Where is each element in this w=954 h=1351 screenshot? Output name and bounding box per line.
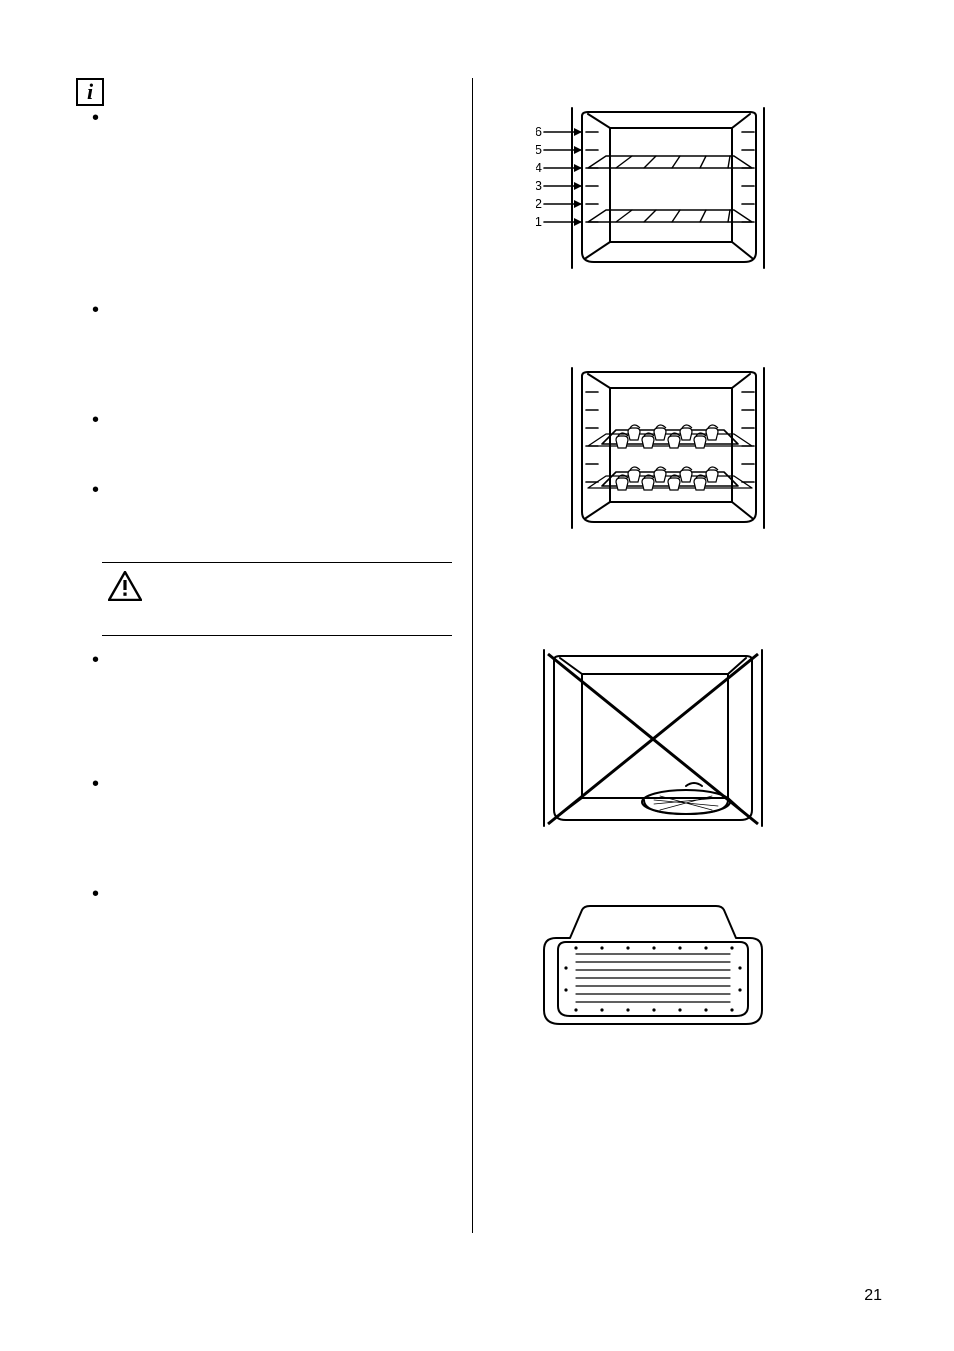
info-icon-glyph: i	[87, 79, 93, 105]
shelf-label: 2	[536, 196, 542, 211]
list-item	[74, 480, 454, 548]
figure-grill-tray	[536, 898, 770, 1032]
list-item	[74, 774, 454, 884]
list-item	[74, 884, 454, 944]
tips-list-bottom	[74, 650, 454, 944]
shelf-label: 6	[536, 124, 542, 139]
info-icon: i	[76, 78, 104, 106]
list-item	[74, 300, 454, 410]
right-column: 6 5 4 3 2 1	[472, 78, 882, 1233]
figure-oven-two-trays	[536, 362, 770, 534]
shelf-label: 4	[536, 160, 542, 175]
shelf-label: 1	[536, 214, 542, 229]
hazard-icon	[108, 571, 446, 601]
list-item	[74, 108, 454, 300]
figure-oven-shelf-positions: 6 5 4 3 2 1	[536, 102, 770, 274]
page: i	[0, 0, 954, 1351]
warning-box	[102, 562, 452, 636]
shelf-label: 3	[536, 178, 542, 193]
left-column: i	[74, 78, 472, 1233]
content-area: i	[74, 78, 884, 1233]
shelf-label: 5	[536, 142, 542, 157]
list-item	[74, 410, 454, 480]
list-item	[74, 650, 454, 774]
tips-list-top	[74, 108, 454, 548]
figure-dish-on-floor-crossed	[536, 644, 770, 832]
page-number: 21	[864, 1287, 882, 1305]
